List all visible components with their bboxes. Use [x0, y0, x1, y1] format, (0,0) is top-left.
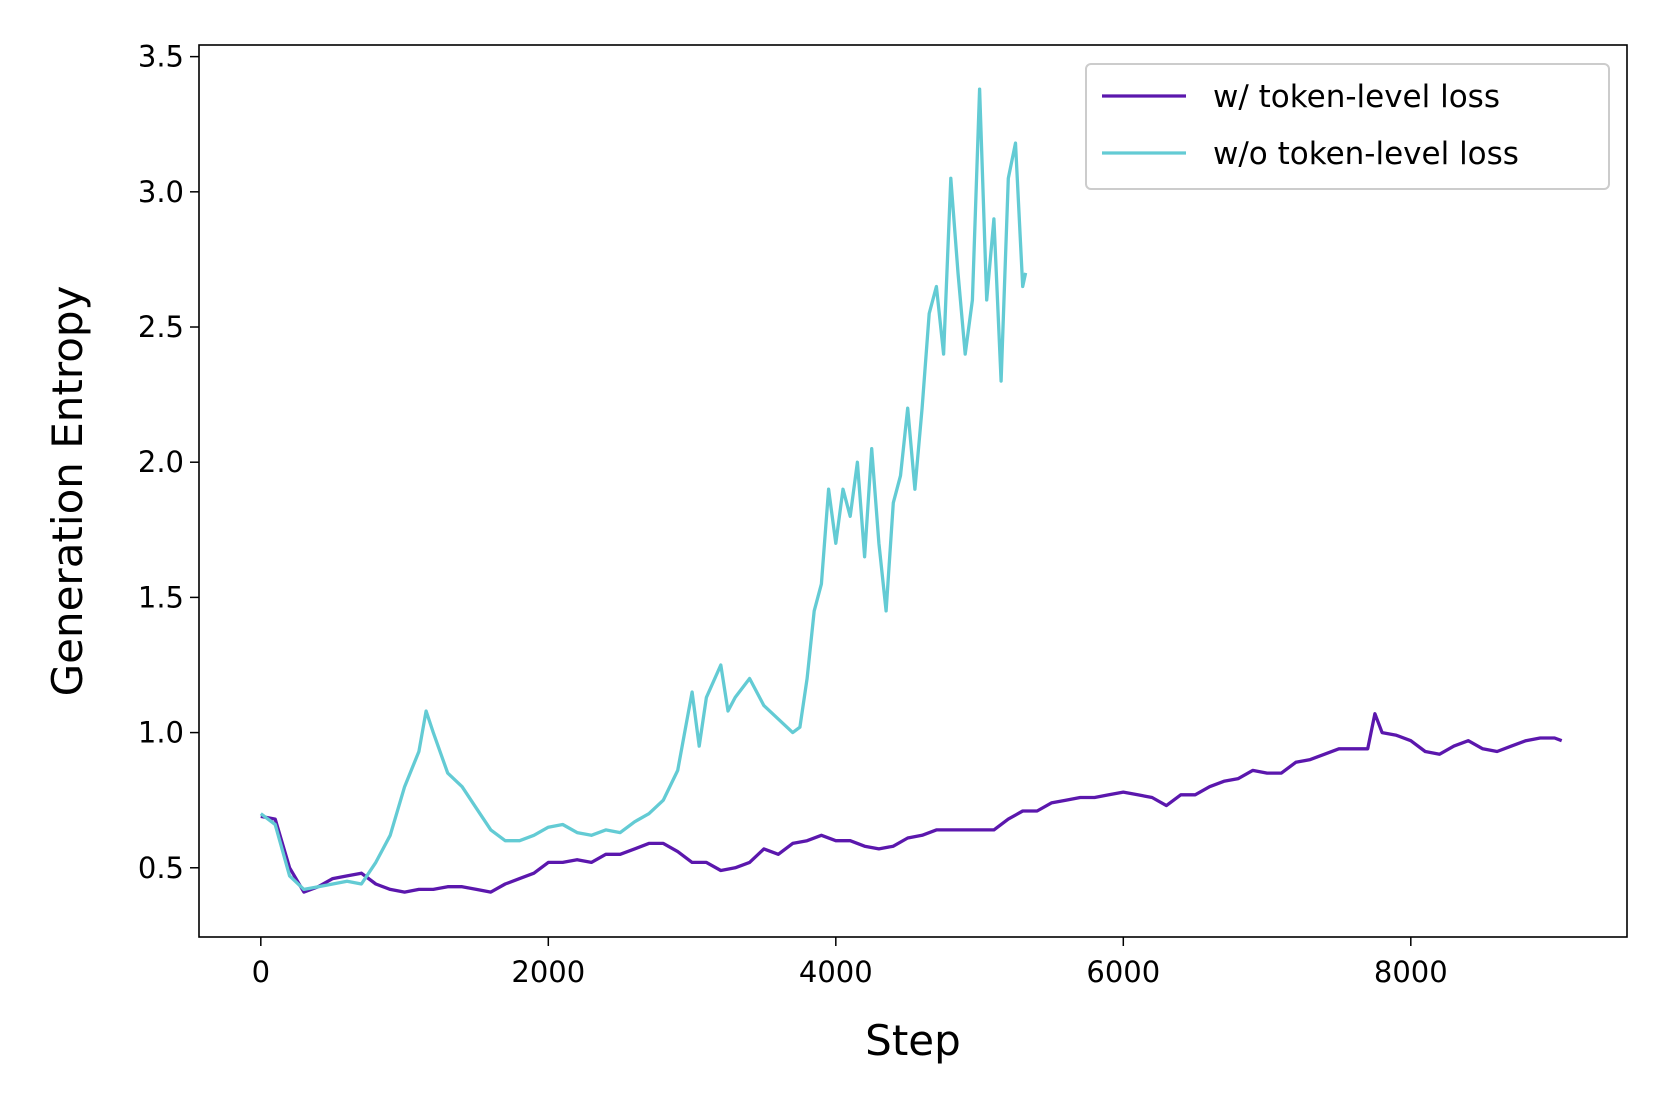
- data-line: [260, 712, 1563, 894]
- x-axis-label: Step: [865, 1016, 961, 1065]
- y-tick-label: 3.5: [138, 40, 184, 74]
- data-line: [259, 87, 1028, 892]
- y-tick-label: 2.0: [138, 445, 184, 479]
- x-tick-label: 6000: [1086, 955, 1160, 989]
- legend-label: w/o token-level loss: [1213, 136, 1519, 172]
- legend-box: [1085, 63, 1610, 190]
- y-tick-label: 0.5: [138, 851, 184, 885]
- y-tick-label: 2.5: [138, 310, 184, 344]
- y-tick-label: 1.0: [138, 716, 184, 750]
- x-tick-label: 0: [252, 955, 270, 989]
- plot-frame: [198, 44, 1628, 938]
- legend-label: w/ token-level loss: [1213, 79, 1500, 115]
- y-axis-label: Generation Entropy: [43, 286, 92, 697]
- x-tick-label: 8000: [1374, 955, 1448, 989]
- y-tick-label: 3.0: [138, 175, 184, 209]
- x-tick-label: 4000: [799, 955, 873, 989]
- y-tick-label: 1.5: [138, 580, 184, 614]
- x-tick-label: 2000: [511, 955, 585, 989]
